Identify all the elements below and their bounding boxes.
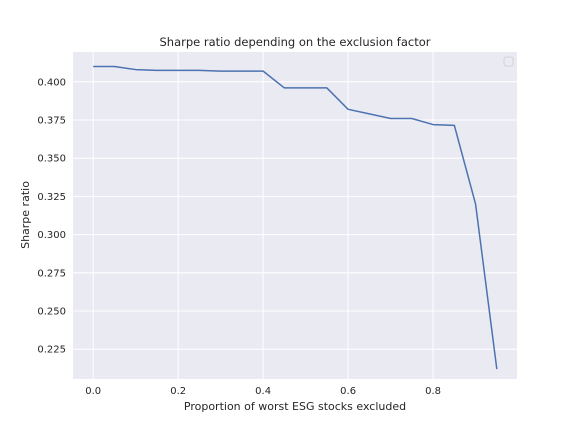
x-tick-label: 0.2 (170, 386, 186, 397)
plot-background (73, 52, 517, 379)
chart-title: Sharpe ratio depending on the exclusion … (160, 35, 431, 49)
x-tick-label: 0.8 (425, 386, 441, 397)
y-tick-label: 0.325 (37, 192, 66, 203)
grid-lines (73, 52, 517, 379)
y-tick-label: 0.350 (37, 154, 66, 165)
y-tick-label: 0.250 (37, 307, 66, 318)
y-tick-label: 0.225 (37, 345, 66, 356)
y-tick-label: 0.300 (37, 230, 66, 241)
x-tick-label: 0.6 (340, 386, 356, 397)
y-tick-label: 0.275 (37, 268, 66, 279)
series-line (93, 65, 498, 370)
x-tick-label: 0.4 (255, 386, 271, 397)
tick-labels: 0.0 0.2 0.4 0.6 0.8 0.225 0.250 0.275 0.300 0.325… (37, 77, 441, 397)
legend-box (503, 56, 514, 67)
y-tick-label: 0.375 (37, 115, 66, 126)
y-axis-label: Sharpe ratio (19, 181, 32, 249)
y-tick-label: 0.400 (37, 77, 66, 88)
x-tick-label: 0.0 (85, 386, 101, 397)
x-axis-label: Proportion of worst ESG stocks excluded (184, 400, 406, 413)
series-layer (93, 65, 498, 370)
